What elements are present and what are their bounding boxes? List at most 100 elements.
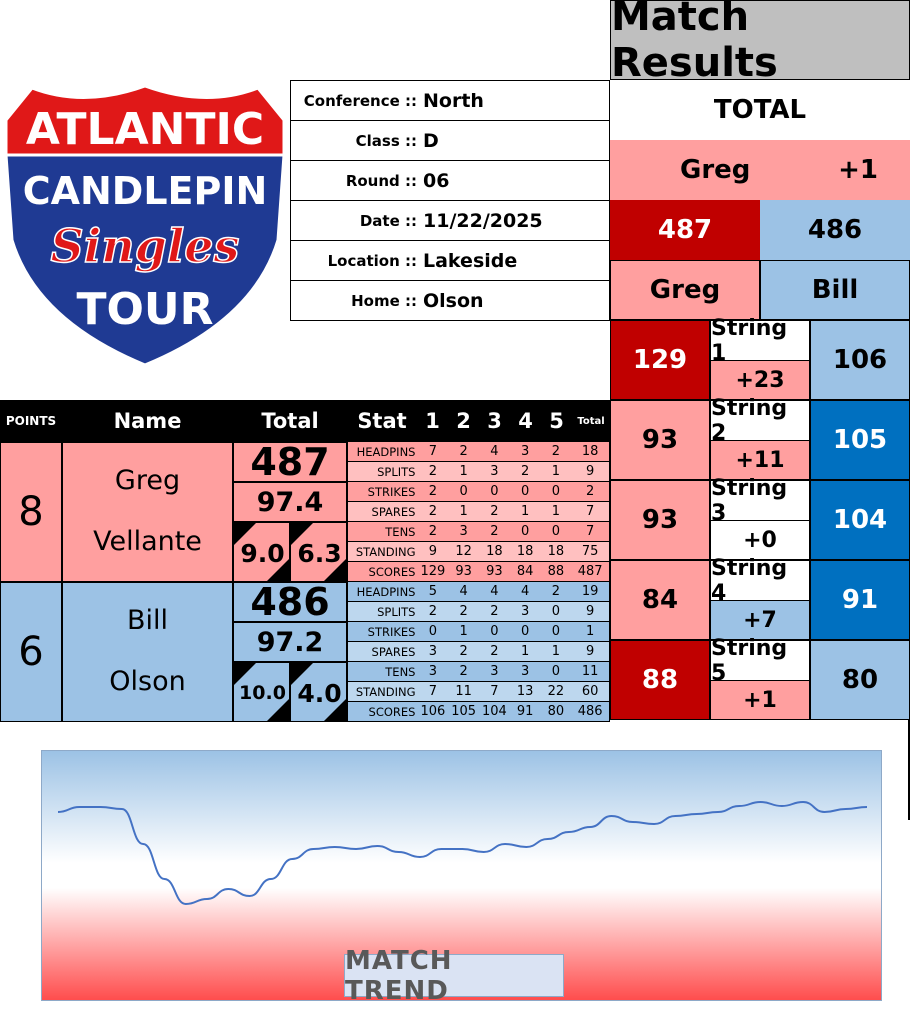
stat-label: SPARES [371,504,416,519]
stat-row-tens: TENS 3 2 3 3 0 11 [347,662,610,682]
stat-game-1: 7 [428,444,437,459]
info-value: 06 [423,169,450,192]
stat-game-2: 1 [459,624,468,639]
stat-game-2: 2 [459,664,468,679]
player-name-cell: Greg Vellante [62,442,233,582]
stat-row-splits: SPLITS 2 1 3 2 1 9 [347,462,610,482]
stat-game-2: 93 [455,564,472,579]
stat-game-4: 0 [521,484,530,499]
stat-game-5: 1 [551,464,561,479]
stat-game-1: 5 [428,584,437,599]
string-2-score-b: 105 [810,400,910,480]
stat-total: 9 [586,604,595,619]
string-1-label: String 1 [710,316,810,366]
stat-game-2: 1 [459,464,468,479]
player-right-stat: 6.3 [297,538,342,568]
total-col-header: Total [577,415,605,427]
stat-game-4: 0 [521,624,530,639]
game-3-header: 3 [487,409,502,433]
stat-game-3: 2 [490,504,499,519]
stat-game-2: 3 [459,524,468,539]
stat-game-2: 4 [459,584,468,599]
string-3-diff: +0 [710,520,810,560]
stat-game-5: 1 [551,644,561,659]
stat-game-1: 129 [420,564,446,579]
stat-total: 18 [581,444,599,459]
svg-text:ATLANTIC: ATLANTIC [26,104,264,155]
stat-row-standing: STANDING 7 11 7 13 22 60 [347,682,610,702]
info-label: Round :: [345,171,417,190]
info-row-0: Conference :: North [290,81,610,121]
string-5-diff: +1 [710,680,810,720]
info-value: D [423,129,439,152]
player-left-stat-cell: 10.0 [233,662,290,722]
total-header: Total [233,400,347,442]
string-5-label: String 5 [710,636,810,686]
stat-game-1: 2 [428,524,437,539]
leader-margin: +1 [838,155,878,185]
stat-game-3: 2 [490,524,499,539]
info-label: Location :: [327,251,417,270]
string-3-score-a: 93 [610,480,710,560]
stat-game-3: 2 [490,604,499,619]
string-5-score-a: 88 [610,640,710,720]
stat-game-2: 0 [459,484,468,499]
stat-label: STRIKES [367,484,416,499]
stat-game-2: 12 [455,544,472,559]
info-row-4: Location :: Lakeside [290,241,610,281]
stat-game-3: 93 [486,564,503,579]
stat-game-4: 4 [521,584,530,599]
player-first-name: Bill [126,605,169,636]
stat-game-2: 2 [459,604,468,619]
svg-text:TOUR: TOUR [76,284,213,335]
stat-label: SCORES [368,564,416,579]
stat-row-headpins: HEADPINS 5 4 4 4 2 19 [347,582,610,602]
total-score-a: 487 [610,200,760,260]
player-total: 487 [233,440,347,484]
stat-game-5: 2 [551,444,561,459]
stat-game-3: 7 [490,684,499,699]
stat-game-4: 1 [521,504,530,519]
info-label: Home :: [351,291,417,310]
string-2-score-a: 93 [610,400,710,480]
stat-row-spares: SPARES 3 2 2 1 1 9 [347,642,610,662]
stat-game-5: 88 [547,564,565,579]
stat-label: TENS [385,524,416,539]
stat-header: Stat [357,409,407,433]
player-a-name: Greg [610,260,760,320]
stat-label: STRIKES [367,624,416,639]
stat-game-4: 84 [516,564,534,579]
string-4-score-b: 91 [810,560,910,640]
chart-title: MATCH TREND [344,946,564,1006]
string-1-score-a: 129 [610,320,710,400]
stat-game-5: 0 [551,664,561,679]
trend-line [57,800,868,906]
player-b-name: Bill [760,260,910,320]
info-row-5: Home :: Olson [290,281,610,321]
stat-label: SPLITS [377,464,416,479]
player-name-cell: Bill Olson [62,582,233,722]
string-1-diff: +23 [710,360,810,400]
stat-total: 7 [586,524,595,539]
info-value: 11/22/2025 [423,209,543,232]
stat-game-1: 2 [428,604,437,619]
player-points: 8 [0,442,62,582]
stat-total: 9 [586,464,595,479]
leader-name: Greg [680,155,751,185]
stat-label: SCORES [368,704,416,719]
string-5-score-b: 80 [810,640,910,720]
stat-game-5: 2 [551,584,561,599]
stat-game-4: 91 [516,704,534,719]
stat-game-3: 18 [486,544,503,559]
string-3-score-b: 104 [810,480,910,560]
stat-game-1: 7 [428,684,437,699]
stat-game-3: 3 [490,464,499,479]
info-row-2: Round :: 06 [290,161,610,201]
info-value: North [423,89,484,112]
string-4-score-a: 84 [610,560,710,640]
match-trend-chart: MATCH TREND [41,750,882,1006]
stat-total: 487 [577,564,603,579]
stat-row-splits: SPLITS 2 2 2 3 0 9 [347,602,610,622]
string-3-label: String 3 [710,476,810,526]
stat-game-1: 3 [428,644,437,659]
